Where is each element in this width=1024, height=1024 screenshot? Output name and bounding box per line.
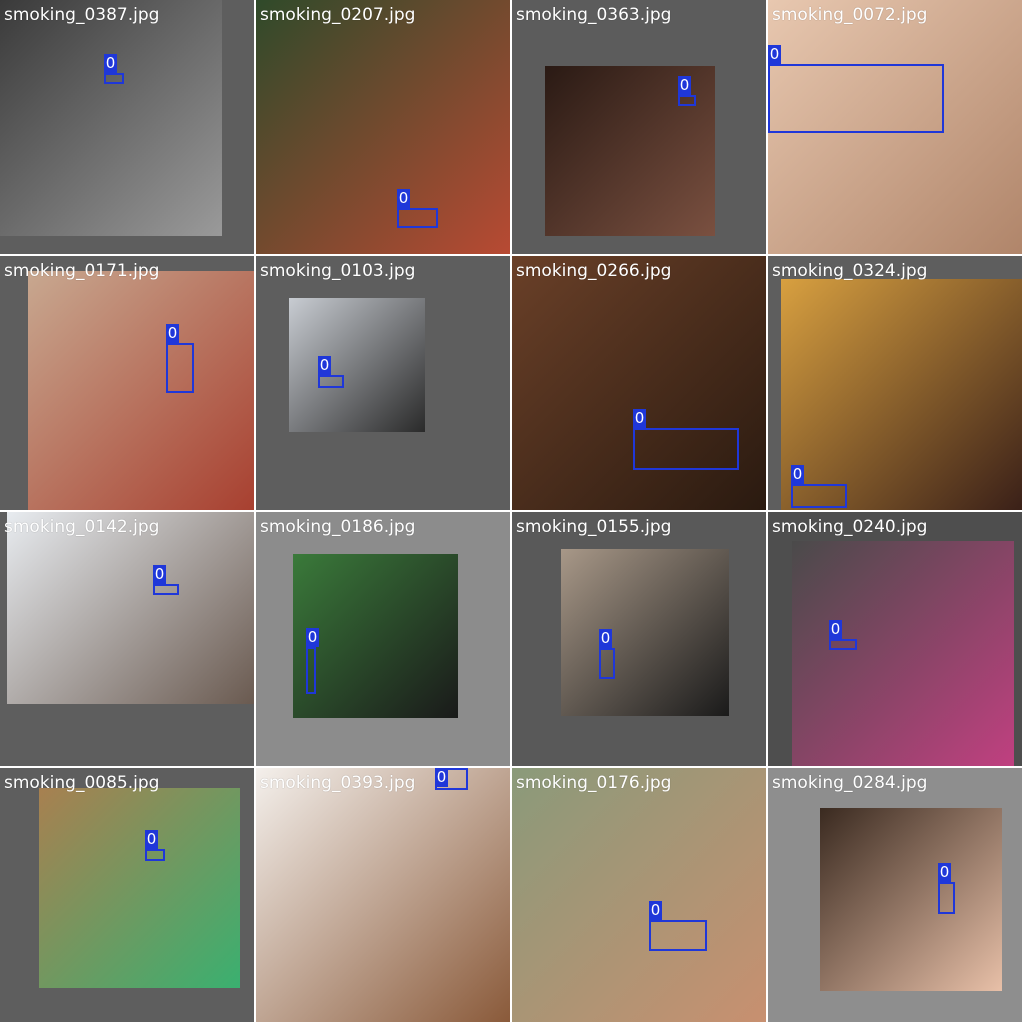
mosaic-tile: 0 smoking_0155.jpg <box>512 512 766 766</box>
detection-box <box>145 849 165 861</box>
detection-class-label: 0 <box>791 465 804 484</box>
tile-photo <box>289 298 425 432</box>
mosaic-tile: 0 smoking_0266.jpg <box>512 256 766 510</box>
tile-photo <box>7 512 254 704</box>
tile-filename: smoking_0085.jpg <box>4 773 160 793</box>
detection-box <box>397 208 438 228</box>
mosaic-tile: 0 smoking_0324.jpg <box>768 256 1022 510</box>
detection-box <box>599 648 615 679</box>
detection-class-label: 0 <box>649 901 662 920</box>
detection-class-label: 0 <box>153 565 166 584</box>
detection-box <box>633 428 739 470</box>
detection-box <box>649 920 707 951</box>
tile-photo <box>820 808 1002 991</box>
mosaic-tile: 0 smoking_0085.jpg <box>0 768 254 1022</box>
mosaic-tile: 0 smoking_0072.jpg <box>768 0 1022 254</box>
tile-photo <box>256 768 510 1022</box>
mosaic-tile: 0 smoking_0393.jpg <box>256 768 510 1022</box>
tile-photo <box>0 0 222 236</box>
tile-photo <box>792 541 1014 766</box>
tile-photo <box>512 256 766 510</box>
tile-filename: smoking_0186.jpg <box>260 517 416 537</box>
tile-filename: smoking_0324.jpg <box>772 261 928 281</box>
tile-filename: smoking_0207.jpg <box>260 5 416 25</box>
tile-photo <box>561 549 729 716</box>
tile-filename: smoking_0176.jpg <box>516 773 672 793</box>
detection-box <box>791 484 847 508</box>
detection-class-label: 0 <box>768 45 781 64</box>
detection-class-label: 0 <box>318 356 331 375</box>
detection-class-label: 0 <box>633 409 646 428</box>
tile-filename: smoking_0393.jpg <box>260 773 416 793</box>
tile-photo <box>781 279 1022 510</box>
detection-box <box>678 95 696 106</box>
tile-filename: smoking_0387.jpg <box>4 5 160 25</box>
tile-filename: smoking_0284.jpg <box>772 773 928 793</box>
detection-box <box>829 639 857 650</box>
tile-filename: smoking_0240.jpg <box>772 517 928 537</box>
mosaic-tile: 0 smoking_0142.jpg <box>0 512 254 766</box>
tile-photo <box>39 788 240 988</box>
mosaic-tile: 0 smoking_0103.jpg <box>256 256 510 510</box>
detection-class-label: 0 <box>145 830 158 849</box>
tile-filename: smoking_0363.jpg <box>516 5 672 25</box>
mosaic-tile: 0 smoking_0387.jpg <box>0 0 254 254</box>
detection-class-label: 0 <box>435 768 448 787</box>
detection-box <box>938 882 955 914</box>
detection-class-label: 0 <box>306 628 319 647</box>
mosaic-tile: 0 smoking_0207.jpg <box>256 0 510 254</box>
tile-photo <box>293 554 458 718</box>
mosaic-tile: 0 smoking_0363.jpg <box>512 0 766 254</box>
detection-box <box>153 584 179 595</box>
tile-filename: smoking_0072.jpg <box>772 5 928 25</box>
mosaic-tile: 0 smoking_0240.jpg <box>768 512 1022 766</box>
detection-box <box>166 343 194 393</box>
detection-box <box>768 64 944 133</box>
detection-class-label: 0 <box>829 620 842 639</box>
tile-photo <box>768 0 1022 254</box>
tile-filename: smoking_0155.jpg <box>516 517 672 537</box>
mosaic-tile: 0 smoking_0176.jpg <box>512 768 766 1022</box>
detection-class-label: 0 <box>166 324 179 343</box>
detection-class-label: 0 <box>397 189 410 208</box>
tile-filename: smoking_0266.jpg <box>516 261 672 281</box>
mosaic-tile: 0 smoking_0186.jpg <box>256 512 510 766</box>
tile-photo <box>512 768 766 1022</box>
tile-photo <box>256 0 510 254</box>
mosaic-tile: 0 smoking_0284.jpg <box>768 768 1022 1022</box>
detection-class-label: 0 <box>938 863 951 882</box>
detection-class-label: 0 <box>104 54 117 73</box>
detection-box <box>104 73 124 84</box>
tile-filename: smoking_0171.jpg <box>4 261 160 281</box>
detection-box <box>318 375 344 388</box>
tile-photo <box>28 271 254 510</box>
tile-filename: smoking_0142.jpg <box>4 517 160 537</box>
mosaic-tile: 0 smoking_0171.jpg <box>0 256 254 510</box>
tile-filename: smoking_0103.jpg <box>260 261 416 281</box>
detection-box <box>306 647 316 694</box>
detection-class-label: 0 <box>599 629 612 648</box>
detection-class-label: 0 <box>678 76 691 95</box>
